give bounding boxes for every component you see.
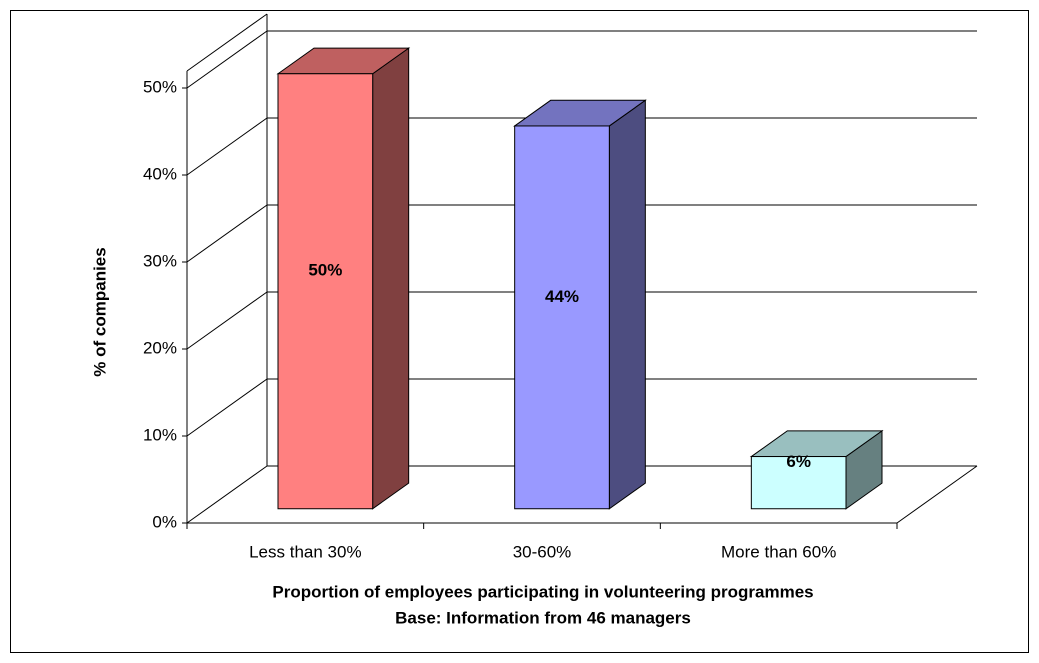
data-label: 44% — [545, 287, 579, 306]
y-tick-label: 20% — [143, 338, 177, 357]
data-label: 6% — [786, 452, 811, 471]
y-axis-title: % of companies — [90, 247, 109, 376]
y-tick-label: 10% — [143, 425, 177, 444]
bar-side — [372, 47, 410, 510]
y-tick-label: 50% — [143, 77, 177, 96]
grid-line — [186, 378, 268, 437]
bar-side — [608, 99, 646, 510]
x-tick-label: 30-60% — [513, 542, 572, 561]
grid-line — [186, 465, 268, 524]
y-tick-label: 30% — [143, 251, 177, 270]
y-tick-label: 0% — [152, 512, 177, 531]
subtitle: Base: Information from 46 managers — [395, 608, 691, 627]
y-tick-label: 40% — [143, 164, 177, 183]
x-tick-label: Less than 30% — [249, 542, 361, 561]
bar — [277, 73, 374, 510]
grid-line — [186, 204, 268, 263]
grid-line — [186, 30, 268, 89]
wall-edge — [186, 13, 268, 72]
floor-edge — [896, 465, 978, 524]
bar — [750, 456, 847, 510]
x-axis-title: Proportion of employees participating in… — [272, 582, 813, 601]
bar — [514, 125, 610, 510]
grid-line — [186, 291, 268, 350]
data-label: 50% — [308, 261, 342, 280]
grid-line — [186, 117, 268, 176]
x-tick-label: More than 60% — [721, 542, 836, 561]
